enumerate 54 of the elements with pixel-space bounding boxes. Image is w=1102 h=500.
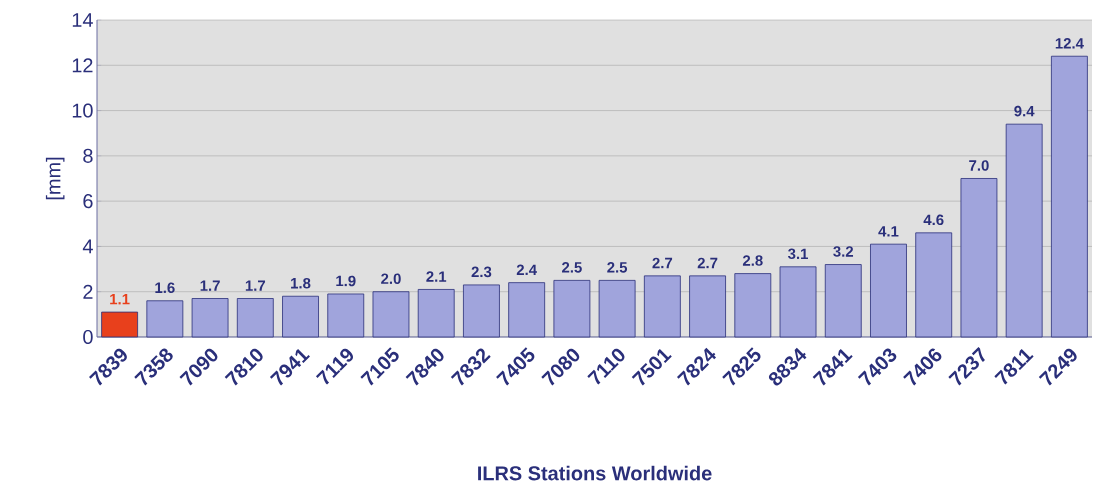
y-tick-label: 0 xyxy=(83,329,93,345)
data-label: 2.5 xyxy=(607,262,628,273)
bar xyxy=(191,298,229,338)
bar xyxy=(960,178,998,338)
data-label: 2.8 xyxy=(742,255,763,266)
bar xyxy=(1005,123,1043,338)
y-tick-label: 8 xyxy=(83,148,93,163)
bar xyxy=(779,266,817,338)
bar xyxy=(553,279,591,338)
bar xyxy=(417,289,455,338)
bar xyxy=(598,279,636,338)
y-tick-label: 6 xyxy=(83,194,93,209)
data-label: 1.1 xyxy=(110,294,130,305)
data-label: 4.1 xyxy=(878,226,899,237)
bar xyxy=(327,293,365,338)
bar xyxy=(146,300,184,338)
data-label: 1.7 xyxy=(200,280,220,291)
data-label: 2.4 xyxy=(516,264,537,275)
bar xyxy=(643,275,681,338)
y-tick-label: 2 xyxy=(83,284,93,299)
bar xyxy=(463,284,500,338)
bar xyxy=(508,282,546,338)
data-label: 1.7 xyxy=(245,280,266,291)
bar xyxy=(1050,55,1088,338)
data-label: 7.0 xyxy=(969,160,989,171)
bar xyxy=(101,311,139,338)
y-tick-label: 4 xyxy=(82,239,93,254)
bar xyxy=(734,273,772,338)
x-axis-title: ILRS Stations Worldwide xyxy=(478,465,712,481)
data-label: 1.6 xyxy=(155,282,175,294)
bar xyxy=(915,232,953,338)
bar xyxy=(824,264,862,338)
bar xyxy=(689,275,726,338)
data-label: 3.2 xyxy=(833,246,854,257)
data-label: 1.9 xyxy=(336,275,356,287)
data-label: 2.0 xyxy=(381,273,401,284)
data-label: 2.7 xyxy=(697,257,718,269)
data-label: 9.4 xyxy=(1014,105,1035,117)
data-label: 2.1 xyxy=(426,271,447,282)
data-label: 2.5 xyxy=(562,262,582,273)
data-label: 4.6 xyxy=(923,214,944,226)
data-label: 3.1 xyxy=(787,248,808,260)
y-tick-label: 12 xyxy=(72,58,93,73)
data-label: 12.4 xyxy=(1055,38,1084,49)
y-tick-label: 10 xyxy=(72,103,93,118)
data-label: 2.3 xyxy=(471,266,492,278)
data-label: 2.7 xyxy=(652,257,673,269)
bar xyxy=(372,291,410,338)
bar xyxy=(236,298,274,338)
y-tick-label: 14 xyxy=(72,13,93,27)
y-axis-title: [mm] xyxy=(45,157,65,200)
data-label: 1.8 xyxy=(291,277,311,289)
bar xyxy=(282,295,319,338)
bar xyxy=(870,243,907,338)
